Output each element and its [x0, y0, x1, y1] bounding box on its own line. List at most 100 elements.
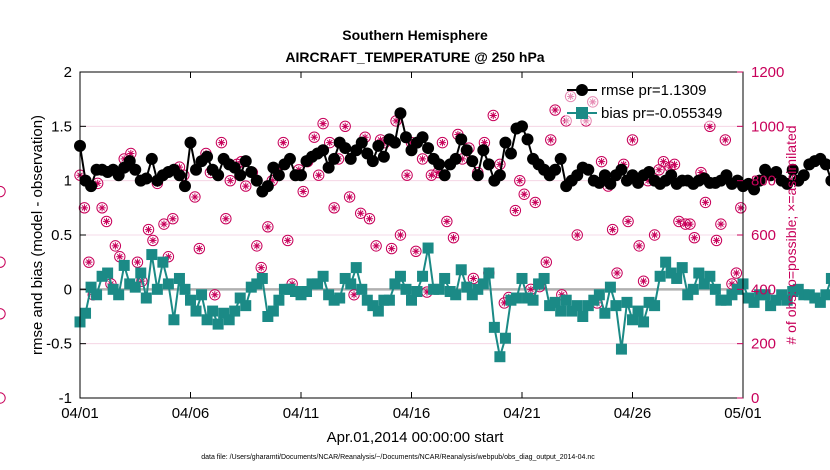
bias-point-87: [555, 305, 567, 317]
obs-possible-110: [637, 275, 650, 287]
obs-assimilated-11: [127, 149, 135, 158]
obs-assimilated-53: [346, 193, 354, 201]
obs-marker-48: [317, 117, 329, 130]
obs-possible-5: [96, 202, 108, 214]
obs-possible-53: [343, 191, 356, 203]
x-tick-label-2: 04/11: [283, 405, 319, 422]
x-tick-label-6: 05/01: [724, 405, 762, 422]
obs-assimilated-128: [732, 269, 740, 277]
bias-point-46: [328, 294, 340, 306]
rmse-point-95: [598, 169, 611, 182]
obs-possible-133: [0, 392, 6, 404]
obs-assimilated-57: [365, 215, 374, 223]
obs-assimilated-5: [98, 204, 106, 212]
bias-point-102: [638, 316, 650, 328]
obs-assimilated-35: [253, 242, 261, 250]
legend-rmse-marker: [576, 84, 588, 96]
obs-marker-46: [308, 131, 320, 143]
bias-point-7: [113, 289, 125, 301]
obs-assimilated-29: [222, 215, 230, 223]
obs-possible-122: [699, 196, 712, 209]
obs-marker-1: [78, 202, 91, 214]
bias-point-15: [157, 256, 169, 268]
obs-assimilated-12: [133, 258, 142, 266]
bias-point-118: [726, 289, 738, 301]
bias-point-23: [201, 314, 213, 326]
obs-marker-40: [277, 136, 290, 149]
y-right-tick-label-4: 800: [751, 173, 776, 190]
bias-point-128: [781, 294, 793, 306]
obs-assimilated-70: [434, 168, 442, 177]
obs-assimilated-79: [480, 139, 489, 147]
y-tick-label-4: 1: [64, 173, 72, 190]
bias-point-27: [223, 314, 235, 326]
bias-point-122: [748, 296, 760, 308]
rmse-point-128: [781, 177, 794, 190]
obs-possible-52: [339, 120, 351, 133]
obs-marker-104: [606, 223, 619, 236]
bias-point-39: [289, 286, 301, 298]
obs-assimilated-119: [686, 220, 694, 228]
obs-possible-64: [401, 169, 413, 181]
rmse-point-71: [466, 155, 479, 168]
bias-point-97: [610, 300, 622, 312]
obs-assimilated-107: [624, 217, 632, 226]
obs-possible-89: [529, 196, 541, 209]
obs-marker-128: [730, 267, 743, 279]
bias-point-116: [715, 294, 727, 306]
obs-assimilated-27: [211, 291, 219, 299]
bias-point-66: [439, 272, 451, 284]
rmse-point-62: [416, 131, 429, 144]
rmse-point-65: [433, 158, 446, 171]
obs-assimilated-17: [160, 220, 168, 228]
obs-assimilated-111: [644, 177, 652, 185]
obs-marker-47: [312, 169, 325, 181]
obs-assimilated-126: [721, 136, 729, 144]
bias-point-56: [383, 294, 395, 306]
obs-assimilated-66: [412, 247, 420, 255]
obs-assimilated-82: [496, 160, 504, 168]
y-right-tick-label-6: 1200: [751, 64, 784, 81]
bias-point-52: [361, 294, 373, 306]
bias-point-44: [317, 270, 329, 282]
obs-assimilated-14: [144, 225, 153, 234]
obs-marker-97: [571, 229, 583, 241]
x-tick-label-1: 04/06: [172, 405, 210, 422]
obs-assimilated-30: [226, 177, 234, 185]
rmse-point-129: [786, 163, 799, 176]
obs-possible-14: [142, 223, 155, 236]
bias-point-70: [461, 281, 473, 293]
obs-marker-132: [0, 186, 6, 198]
bias-point-17: [168, 314, 180, 326]
obs-possible-86: [514, 174, 526, 187]
obs-assimilated-50: [330, 204, 338, 212]
obs-possible-93: [549, 104, 561, 116]
obs-assimilated-92: [547, 136, 555, 144]
rmse-point-77: [499, 136, 512, 149]
obs-possible-37: [262, 221, 274, 233]
obs-assimilated-1: [80, 204, 89, 212]
tick-labels: 04/01 04/06 04/11 04/16 04/21 04/26 05/01 -1 -0.…: [46, 64, 784, 422]
obs-assimilated-69: [427, 171, 435, 179]
bias-point-29: [234, 292, 246, 304]
obs-possible-61: [385, 242, 398, 255]
bias-point-43: [312, 278, 324, 290]
obs-marker-28: [215, 136, 228, 149]
obs-assimilated-117: [675, 217, 683, 226]
obs-possible-12: [131, 256, 144, 268]
bias-point-134: [814, 296, 826, 308]
obs-marker-58: [370, 240, 382, 252]
obs-assimilated-112: [651, 231, 659, 239]
bias-point-99: [621, 296, 633, 308]
series-lines: [74, 107, 830, 363]
obs-assimilated-23: [191, 193, 199, 201]
bias-point-105: [654, 270, 666, 282]
bias-point-14: [151, 283, 163, 295]
rmse-point-44: [317, 144, 330, 157]
rmse-point-72: [471, 169, 484, 182]
obs-possible-92: [545, 134, 557, 146]
y-tick-label-1: -0.5: [46, 336, 72, 353]
bias-point-69: [455, 264, 467, 276]
obs-marker-23: [189, 191, 201, 203]
obs-marker-72: [441, 215, 453, 228]
